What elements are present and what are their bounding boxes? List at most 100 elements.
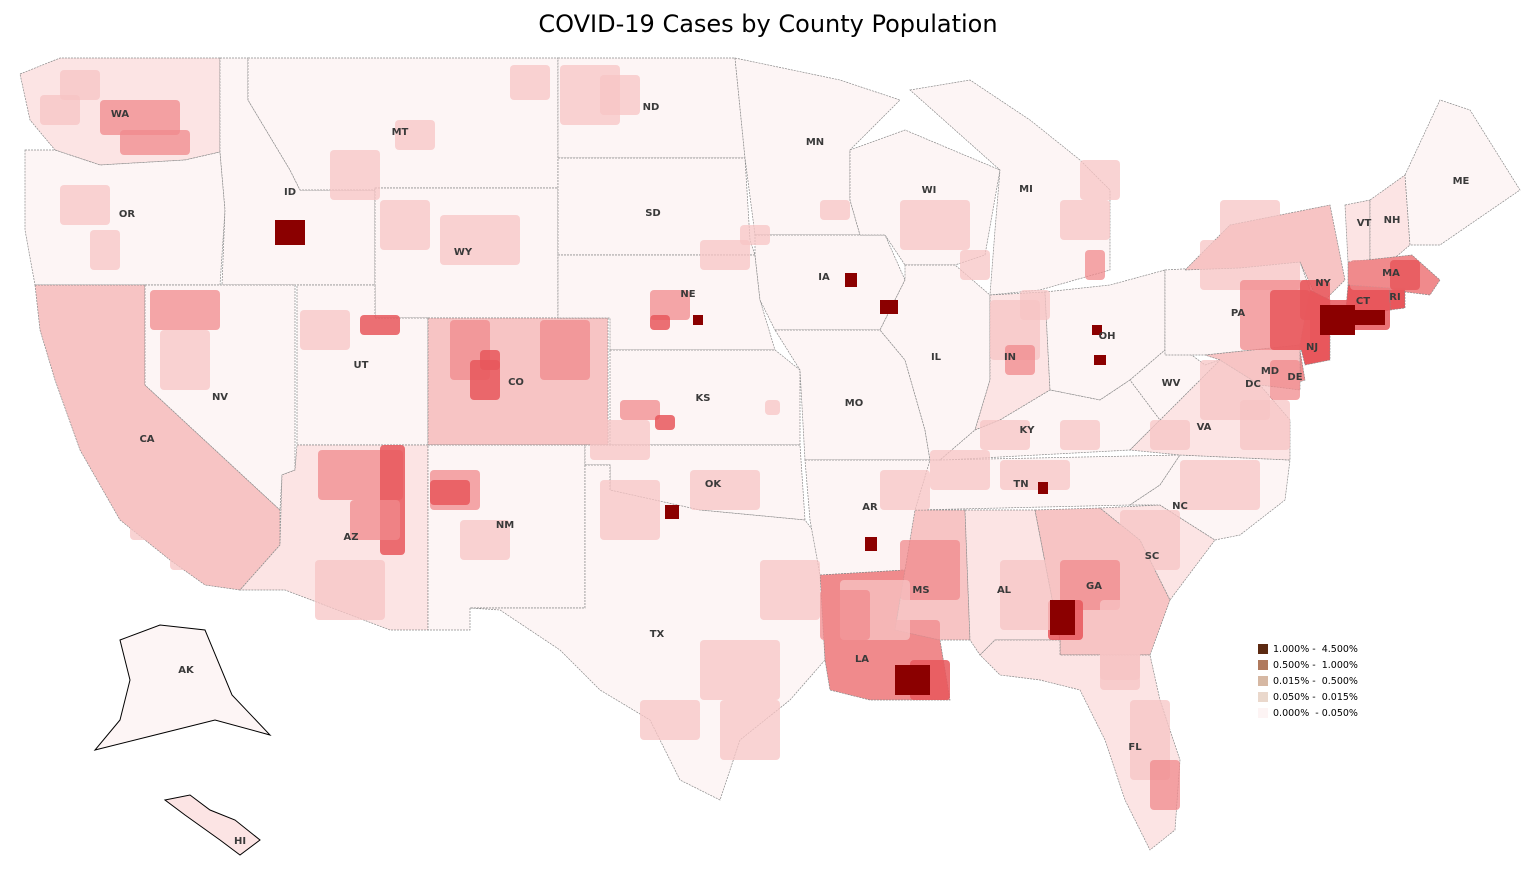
state-ak (93, 624, 272, 751)
county-cluster (350, 500, 400, 540)
state-label-sc: SC (1145, 551, 1160, 562)
county-cluster (1060, 200, 1110, 240)
state-label-ga: GA (1086, 581, 1102, 592)
county-cluster (930, 450, 990, 490)
state-label-mi: MI (1019, 184, 1033, 195)
county-cluster (1390, 260, 1420, 290)
state-label-tx: TX (650, 629, 665, 640)
state-label-ne: NE (680, 289, 695, 300)
state-label-az: AZ (344, 532, 359, 543)
state-label-wa: WA (111, 109, 130, 120)
county-cluster (590, 420, 650, 460)
county-cluster (120, 130, 190, 155)
state-label-nh: NH (1384, 215, 1401, 226)
state-label-ct: CT (1356, 296, 1370, 307)
county-cluster (460, 520, 510, 560)
state-label-mn: MN (806, 137, 824, 148)
state-label-ok: OK (705, 479, 723, 490)
state-label-pa: PA (1231, 308, 1245, 319)
county-cluster (1020, 290, 1050, 320)
county-cluster (1150, 760, 1180, 810)
state-label-wy: WY (454, 247, 473, 258)
county-cluster (650, 315, 670, 330)
county-cluster (1005, 345, 1035, 375)
state-nh (1369, 174, 1411, 263)
legend-swatch (1258, 644, 1268, 654)
county-cluster (1060, 420, 1100, 450)
county-cluster (330, 150, 380, 200)
state-label-nm: NM (496, 520, 514, 531)
legend-swatch (1258, 692, 1268, 702)
state-label-de: DE (1287, 372, 1302, 383)
state-label-mt: MT (392, 127, 409, 138)
county-cluster (160, 330, 210, 390)
county-hotspot-dark (1050, 600, 1075, 635)
legend-swatch (1258, 660, 1268, 670)
county-cluster (1220, 200, 1280, 240)
county-cluster (395, 120, 435, 150)
legend-label: 0.015% - 0.500% (1273, 675, 1358, 687)
county-cluster (1100, 650, 1140, 690)
state-sd (557, 157, 756, 256)
legend-label: 1.000% - 4.500% (1273, 643, 1358, 655)
county-hotspot-dark (693, 315, 703, 325)
county-cluster (440, 215, 520, 265)
state-label-ia: IA (818, 272, 830, 283)
county-cluster (880, 470, 930, 510)
state-label-co: CO (508, 377, 524, 388)
state-label-or: OR (119, 209, 136, 220)
state-label-nv: NV (212, 392, 228, 403)
county-cluster (1060, 560, 1120, 610)
legend-item: 0.050% - 0.015% (1258, 689, 1358, 705)
state-label-ak: AK (178, 665, 195, 676)
county-cluster (1080, 160, 1120, 200)
county-cluster (600, 480, 660, 540)
state-label-nj: NJ (1306, 342, 1318, 353)
hotspot-layer (40, 65, 1420, 810)
county-hotspot-dark (1092, 325, 1102, 335)
legend-label: 0.500% - 1.000% (1273, 659, 1358, 671)
county-cluster (1270, 360, 1300, 400)
state-ia (754, 234, 906, 331)
state-label-vt: VT (1357, 218, 1372, 229)
state-label-ny: NY (1315, 278, 1331, 289)
state-label-ut: UT (354, 360, 369, 371)
county-cluster (1150, 420, 1190, 450)
county-hotspot-dark (1345, 310, 1385, 325)
state-label-md: MD (1261, 366, 1279, 377)
state-vt (1344, 199, 1371, 263)
county-cluster (1200, 240, 1300, 290)
state-label-hi: HI (234, 836, 246, 847)
county-cluster (760, 560, 820, 620)
state-label-ar: AR (862, 502, 878, 513)
state-me (1404, 99, 1521, 246)
county-cluster (650, 290, 690, 320)
county-cluster (90, 230, 120, 270)
county-cluster (700, 640, 780, 700)
county-hotspot-dark (865, 537, 877, 551)
county-cluster (1000, 460, 1070, 490)
state-hi (163, 794, 261, 856)
county-cluster (820, 200, 850, 220)
county-cluster (100, 100, 180, 135)
county-cluster (720, 700, 780, 760)
county-cluster (900, 540, 960, 600)
state-label-mo: MO (845, 398, 863, 409)
state-label-ri: RI (1389, 292, 1400, 303)
state-label-wi: WI (922, 185, 937, 196)
state-label-tn: TN (1013, 479, 1028, 490)
county-cluster (510, 65, 550, 100)
county-cluster (1000, 560, 1060, 630)
county-cluster (40, 95, 80, 125)
county-cluster (360, 315, 400, 335)
state-mi (909, 79, 1111, 296)
state-label-me: ME (1453, 176, 1470, 187)
county-cluster (1180, 460, 1260, 510)
county-cluster (690, 470, 760, 510)
state-label-layer: WA OR CA ID NV MT WY UT AZ CO NM ND SD NE KS OK TX MN IA MO… (111, 102, 1470, 847)
state-label-il: IL (931, 352, 942, 363)
state-label-ma: MA (1382, 268, 1400, 279)
county-cluster (315, 560, 385, 620)
county-cluster (620, 400, 660, 420)
